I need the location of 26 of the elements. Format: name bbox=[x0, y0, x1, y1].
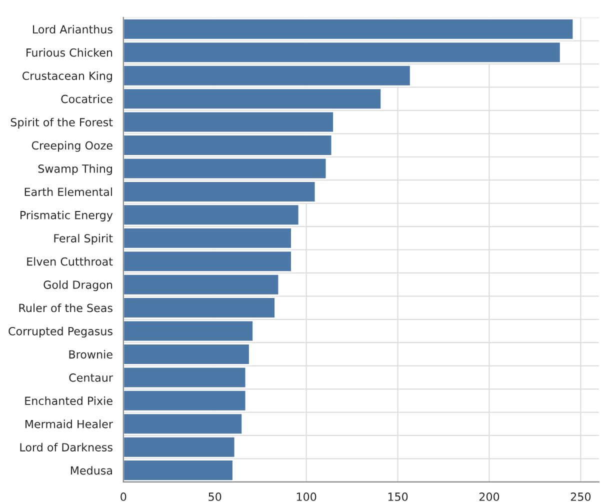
x-tick-label: 250 bbox=[570, 492, 591, 501]
y-tick-label: Spirit of the Forest bbox=[10, 118, 113, 129]
x-tick-label: 200 bbox=[479, 492, 500, 501]
x-tick-label: 100 bbox=[296, 492, 316, 501]
y-tick-label: Elven Cutthroat bbox=[27, 257, 113, 266]
y-tick-label: Ruler of the Seas bbox=[19, 304, 112, 312]
y-tick-label: Corrupted Pegasus bbox=[8, 326, 112, 338]
x-tick-label: 0 bbox=[120, 492, 126, 501]
y-tick-label: Prismatic Energy bbox=[20, 210, 113, 222]
x-tick-label: 50 bbox=[208, 492, 222, 501]
y-tick-label: Lord of Darkness bbox=[20, 442, 112, 452]
x-tick-label: 150 bbox=[388, 492, 408, 501]
y-tick-label: Gold Dragon bbox=[44, 280, 112, 292]
y-tick-label: Mermaid Healer bbox=[25, 420, 113, 428]
y-tick-label: Furious Chicken bbox=[26, 48, 112, 57]
y-tick-label: Brownie bbox=[69, 350, 112, 359]
y-tick-label: Crustacean King bbox=[22, 71, 112, 82]
y-tick-label: Cocatrice bbox=[61, 94, 112, 104]
y-tick-label: Centaur bbox=[69, 373, 113, 382]
y-tick-label: Enchanted Pixie bbox=[25, 396, 112, 406]
y-tick-label: Lord Arianthus bbox=[32, 24, 112, 34]
y-tick-label: Feral Spirit bbox=[54, 234, 113, 245]
y-tick-label: Earth Elemental bbox=[24, 187, 112, 196]
y-tick-label: Medusa bbox=[70, 466, 112, 475]
y-tick-label: Creeping Ooze bbox=[32, 141, 112, 152]
y-tick-label: Swamp Thing bbox=[38, 164, 112, 176]
